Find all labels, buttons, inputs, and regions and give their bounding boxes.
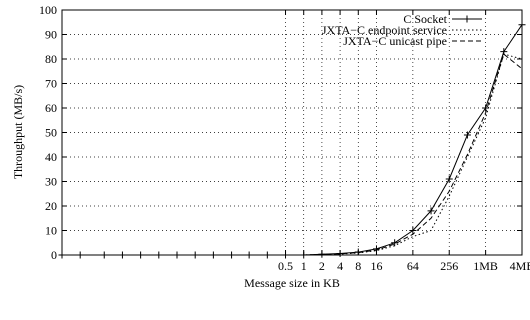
y-tick-label: 50 <box>45 126 57 140</box>
x-tick-label: 0.5 <box>278 259 293 273</box>
y-tick-label: 30 <box>45 175 57 189</box>
axis-ticks: 0 10 20 30 40 50 60 70 80 90 100 0.5 1 2 4 8 16 64 256 1MB 4… <box>39 3 530 273</box>
x-tick-label: 4 <box>337 259 343 273</box>
data-point-marker <box>427 207 435 215</box>
x-tick-label: 16 <box>370 259 382 273</box>
series-line-1 <box>62 53 523 256</box>
x-tick-label: 256 <box>440 259 458 273</box>
x-tick-label: 1MB <box>473 259 498 273</box>
legend-label: JXTA−C endpoint service <box>322 23 447 37</box>
y-tick-label: 70 <box>45 77 57 91</box>
data-point-marker <box>409 227 417 234</box>
legend-marker <box>463 15 471 23</box>
series-lines <box>58 21 526 259</box>
legend-label: C Socket <box>403 12 447 26</box>
y-tick-label: 60 <box>45 101 57 115</box>
y-axis-title: Throughput (MB/s) <box>11 85 25 179</box>
series-line-2 <box>62 53 523 256</box>
x-tick-label: 4MB <box>510 259 530 273</box>
y-tick-label: 90 <box>45 28 57 42</box>
x-tick-label: 2 <box>319 259 325 273</box>
x-axis-title: Message size in KB <box>244 276 340 290</box>
y-tick-label: 10 <box>45 224 57 238</box>
x-tick-label: 8 <box>355 259 361 273</box>
data-point-marker <box>445 175 453 183</box>
y-tick-label: 20 <box>45 199 57 213</box>
grid-lines <box>62 10 523 255</box>
legend-label: JXTA−C unicast pipe <box>343 34 447 48</box>
y-tick-label: 40 <box>45 150 57 164</box>
data-point-marker <box>463 131 471 139</box>
x-tick-label: 64 <box>407 259 419 273</box>
y-tick-label: 0 <box>51 248 57 262</box>
x-tick-label: 1 <box>301 259 307 273</box>
y-tick-label: 100 <box>39 3 57 17</box>
y-tick-label: 80 <box>45 52 57 66</box>
